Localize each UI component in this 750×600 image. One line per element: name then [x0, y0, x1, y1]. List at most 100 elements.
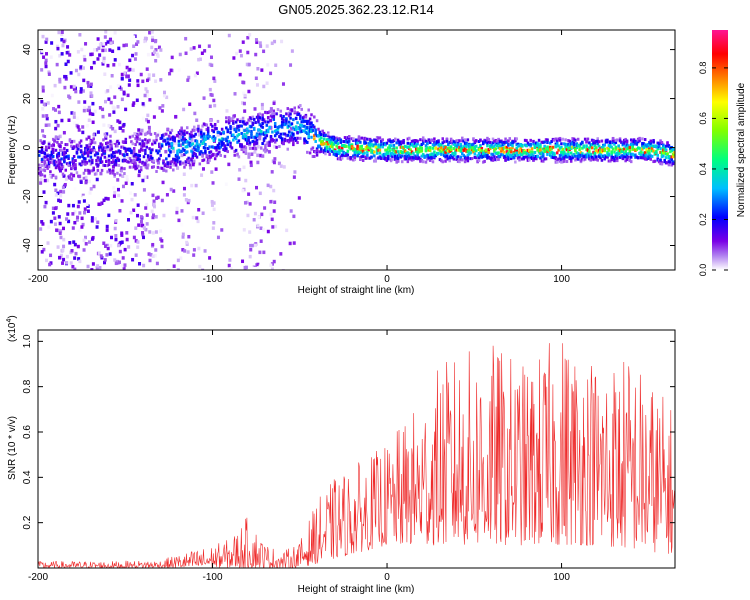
spectrogram-cell — [47, 146, 51, 150]
spectrogram-cell — [141, 231, 145, 235]
spectrogram-cell — [553, 156, 556, 160]
spectrogram-cell — [48, 174, 52, 179]
spectrogram-cell — [487, 155, 491, 159]
spectrogram-cell — [244, 265, 248, 270]
spectrogram-cell — [367, 143, 370, 147]
spectrogram-cell — [103, 149, 107, 153]
spectrogram-cell — [359, 140, 362, 144]
spectrogram-cell — [117, 193, 121, 198]
spectrogram-x-label: Height of straight line (km) — [298, 285, 415, 296]
spectrogram-cell — [282, 165, 286, 169]
spectrogram-cell — [272, 209, 276, 213]
spectrogram-cell — [179, 129, 182, 133]
spectrogram-cell — [132, 35, 136, 39]
spectrogram-cell — [208, 256, 212, 260]
spectrogram-y-tick-label: -20 — [22, 189, 33, 204]
spectrogram-cell — [595, 157, 598, 161]
spectrogram-cell — [162, 168, 166, 172]
spectrogram-cell — [42, 102, 46, 107]
spectrogram-cell — [134, 226, 138, 230]
spectrogram-cell — [232, 56, 236, 60]
spectrogram-cell — [272, 259, 276, 264]
spectrogram-cell — [639, 153, 643, 157]
spectrogram-cell — [350, 137, 354, 141]
spectrogram-cell — [289, 108, 292, 112]
spectrogram-cell — [103, 155, 107, 159]
spectrogram-cell — [100, 160, 104, 164]
spectrogram-cell — [451, 139, 454, 143]
spectrogram-cell — [381, 154, 384, 158]
spectrogram-cell — [345, 140, 348, 144]
spectrogram-cell — [104, 42, 108, 46]
spectrogram-cell — [256, 145, 260, 149]
spectrogram-cell — [287, 111, 291, 115]
spectrogram-cell — [175, 206, 179, 211]
spectrogram-cell — [673, 149, 675, 153]
spectrogram-cell — [518, 156, 521, 160]
spectrogram-cell — [474, 139, 478, 143]
spectrogram-cell — [667, 144, 671, 148]
spectrogram-cell — [125, 65, 129, 70]
spectrogram-cell — [628, 149, 632, 153]
spectrogram-cell — [449, 153, 453, 157]
spectrogram-cell — [521, 148, 524, 152]
spectrogram-cell — [63, 85, 67, 90]
spectrogram-cell — [218, 146, 221, 150]
spectrogram-cell — [166, 141, 169, 145]
spectrogram-cell — [511, 140, 514, 144]
spectrogram-cell — [504, 158, 507, 162]
spectrogram-cell — [368, 137, 372, 141]
spectrogram-cell — [293, 128, 296, 132]
spectrogram-cell — [444, 155, 447, 159]
spectrogram-cell — [138, 154, 142, 158]
spectrogram-cell — [223, 154, 227, 158]
spectrogram-cell — [113, 190, 117, 195]
spectrogram-cell — [296, 113, 299, 117]
spectrogram-cell — [189, 47, 193, 51]
spectrogram-cell — [88, 171, 91, 175]
spectrogram-cell — [266, 183, 270, 188]
spectrogram-cell — [249, 163, 253, 168]
spectrogram-cell — [396, 154, 400, 158]
spectrogram-cell — [210, 199, 214, 204]
spectrogram-cell — [79, 144, 83, 148]
spectrogram-cell — [616, 138, 619, 142]
spectrogram-cell — [452, 140, 456, 144]
spectrogram-cell — [671, 147, 675, 151]
spectrogram-cell — [250, 133, 253, 137]
spectrogram-cell — [569, 146, 573, 150]
spectrogram-cell — [74, 251, 78, 256]
spectrogram-cell — [338, 148, 341, 152]
spectrogram-cell — [458, 160, 461, 164]
spectrogram-cell — [642, 156, 646, 160]
spectrogram-cell — [183, 165, 186, 169]
spectrogram-cell — [159, 153, 162, 157]
spectrogram-cell — [112, 139, 116, 144]
spectrogram-cell — [138, 169, 142, 174]
spectrogram-cell — [151, 193, 155, 198]
spectrogram-cell — [180, 138, 183, 142]
spectrogram-cell — [211, 226, 215, 230]
spectrogram-cell — [340, 144, 344, 148]
spectrogram-cell — [83, 210, 87, 215]
spectrogram-cell — [343, 136, 347, 140]
spectrogram-cell — [412, 139, 415, 143]
spectrogram-cell — [329, 149, 333, 153]
spectrogram-cell — [261, 117, 264, 121]
spectrogram-cell — [315, 149, 319, 153]
spectrogram-cell — [300, 107, 303, 111]
spectrogram-cell — [596, 139, 599, 143]
spectrogram-cell — [38, 153, 41, 157]
spectrogram-cell — [413, 141, 417, 145]
spectrogram-cell — [131, 134, 135, 138]
spectrogram-cell — [143, 39, 147, 44]
spectrogram-cell — [509, 154, 513, 158]
spectrogram-cell — [199, 128, 203, 132]
spectrogram-cell — [121, 145, 125, 149]
spectrogram-cell — [253, 107, 257, 111]
spectrogram-cell — [248, 146, 252, 150]
spectrogram-cell — [442, 145, 446, 149]
spectrogram-cell — [184, 140, 188, 144]
spectrogram-cell — [673, 153, 675, 157]
spectrogram-cell — [313, 154, 316, 158]
